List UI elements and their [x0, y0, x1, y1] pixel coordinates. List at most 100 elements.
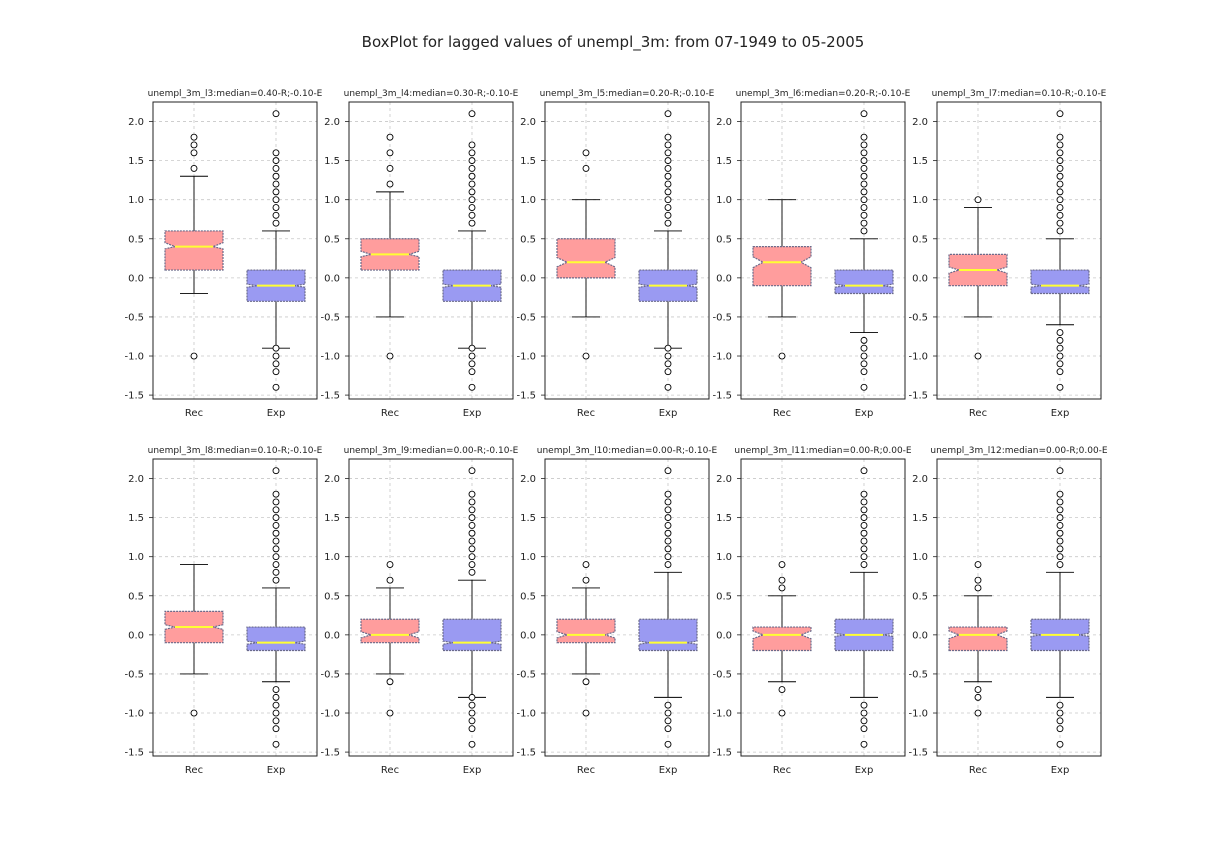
outlier-point — [386, 180, 394, 188]
outlier-point — [272, 537, 280, 545]
box-rec — [752, 199, 812, 360]
x-tick-label: Exp — [855, 765, 874, 776]
y-tick-label: 1.5 — [128, 513, 144, 524]
outlier-point — [468, 709, 476, 717]
y-tick-label: 1.5 — [912, 513, 928, 524]
outlier-point — [468, 514, 476, 522]
outlier-point — [664, 344, 672, 352]
outlier-point — [1056, 188, 1064, 196]
outlier-point — [860, 709, 868, 717]
outlier-point — [1056, 717, 1064, 725]
subplot: unempl_3m_l7:median=0.10-R;-0.10-E -1.5 -1… — [908, 89, 1106, 419]
outlier-point — [664, 180, 672, 188]
outlier-point — [272, 740, 280, 748]
outlier-point — [860, 717, 868, 725]
outlier-point — [272, 506, 280, 514]
y-tick-label: -0.5 — [516, 312, 536, 323]
outlier-point — [468, 561, 476, 568]
axes-frame — [348, 458, 514, 757]
outlier-point — [582, 149, 590, 157]
box-body — [556, 238, 616, 279]
outlier-point — [272, 360, 280, 368]
y-tick-label: 0.0 — [912, 630, 928, 641]
subplot-title: unempl_3m_l9:median=0.00-R;-0.10-E — [344, 446, 519, 456]
outlier-point — [272, 521, 280, 529]
outlier-point — [272, 498, 280, 506]
outlier-point — [272, 709, 280, 717]
y-tick-label: 2.0 — [716, 117, 732, 128]
y-tick-label: 2.0 — [912, 474, 928, 485]
outlier-point — [664, 188, 672, 196]
y-tick-label: 2.0 — [324, 117, 340, 128]
outlier-point — [778, 584, 786, 592]
outlier-point — [272, 514, 280, 522]
y-tick-label: 0.0 — [912, 273, 928, 284]
outlier-point — [778, 686, 786, 694]
outlier-point — [1056, 545, 1064, 553]
outlier-point — [664, 196, 672, 204]
y-tick-label: -1.5 — [712, 748, 732, 759]
outlier-point — [860, 204, 868, 211]
outlier-point — [974, 709, 982, 717]
axes-frame — [936, 458, 1102, 757]
y-tick-label: 0.5 — [128, 591, 144, 602]
outlier-point — [664, 110, 672, 118]
outlier-point — [778, 576, 786, 584]
outlier-point — [386, 576, 394, 584]
box-rec — [752, 561, 812, 717]
y-tick-label: 2.0 — [128, 474, 144, 485]
y-tick-label: 1.5 — [324, 156, 340, 167]
outlier-point — [974, 196, 982, 204]
outlier-point — [664, 498, 672, 506]
outlier-point — [1056, 360, 1064, 368]
y-tick-label: 0.5 — [324, 234, 340, 245]
outlier-point — [1056, 133, 1064, 141]
outlier-point — [272, 467, 280, 475]
box-body — [164, 230, 224, 271]
y-tick-label: -1.5 — [320, 391, 340, 402]
outlier-point — [664, 725, 672, 733]
box-exp — [1030, 467, 1090, 748]
y-tick-label: 0.0 — [128, 273, 144, 284]
outlier-point — [664, 360, 672, 368]
outlier-point — [272, 352, 280, 360]
x-tick-label: Rec — [773, 408, 791, 419]
box-exp — [246, 110, 306, 391]
box-exp — [442, 467, 502, 748]
outlier-point — [860, 110, 868, 118]
outlier-point — [974, 584, 982, 592]
x-tick-label: Rec — [381, 408, 399, 419]
outlier-point — [272, 693, 280, 701]
outlier-point — [860, 352, 868, 360]
outlier-point — [664, 740, 672, 748]
y-tick-label: 1.5 — [324, 513, 340, 524]
y-tick-label: -1.0 — [516, 352, 536, 363]
outlier-point — [468, 344, 476, 352]
x-tick-label: Exp — [463, 408, 482, 419]
outlier-point — [974, 576, 982, 584]
outlier-point — [468, 110, 476, 118]
outlier-point — [1056, 490, 1064, 498]
outlier-point — [664, 709, 672, 717]
x-tick-label: Rec — [185, 408, 203, 419]
outlier-point — [190, 709, 198, 717]
outlier-point — [468, 219, 476, 227]
subplots-grid: unempl_3m_l3:median=0.40-R;-0.10-E -1.5 -1… — [124, 89, 1107, 776]
outlier-point — [664, 561, 672, 568]
figure-title: BoxPlot for lagged values of unempl_3m: … — [362, 33, 865, 52]
outlier-point — [582, 709, 590, 717]
y-tick-label: 1.0 — [324, 195, 340, 206]
outlier-point — [468, 717, 476, 725]
y-tick-label: 1.5 — [520, 156, 536, 167]
outlier-point — [272, 576, 280, 584]
subplot-title: unempl_3m_l3:median=0.40-R;-0.10-E — [148, 89, 323, 99]
outlier-point — [860, 506, 868, 514]
outlier-point — [860, 514, 868, 522]
y-tick-label: 0.5 — [324, 591, 340, 602]
outlier-point — [272, 717, 280, 725]
y-tick-label: -1.0 — [320, 709, 340, 720]
x-tick-label: Rec — [185, 765, 203, 776]
outlier-point — [860, 545, 868, 553]
y-tick-label: 0.0 — [324, 630, 340, 641]
outlier-point — [1056, 219, 1064, 227]
